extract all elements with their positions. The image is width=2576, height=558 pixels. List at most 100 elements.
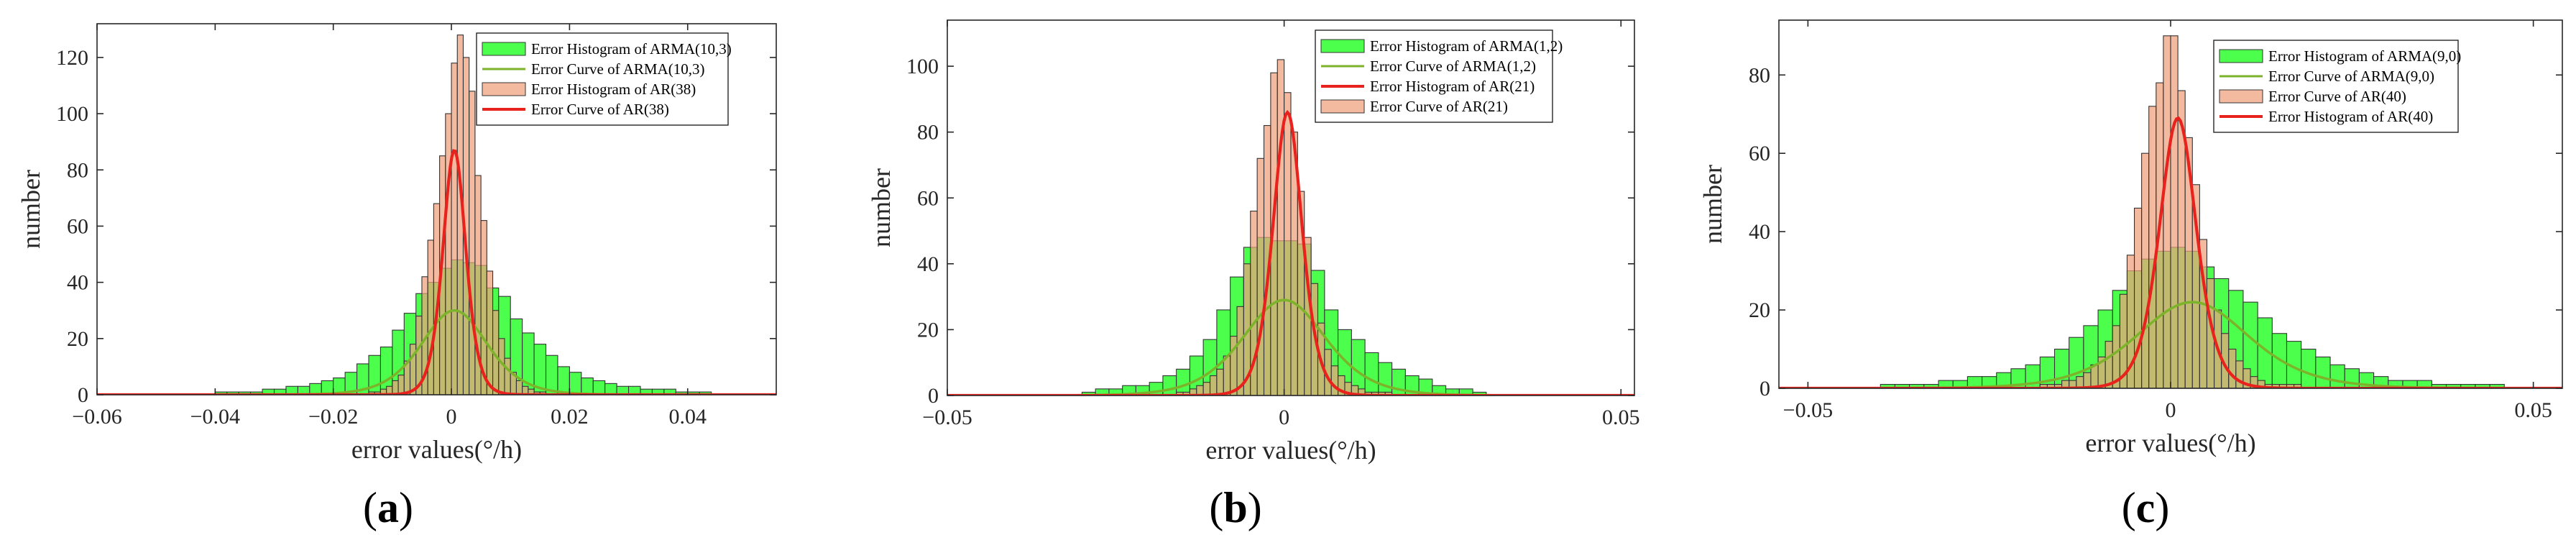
- legend-label: Error Histogram of AR(38): [531, 81, 696, 98]
- y-tick-label: 60: [917, 186, 939, 210]
- histogram-bar: [2163, 35, 2171, 388]
- histogram-bar: [2104, 341, 2113, 388]
- fitted-curve: [1779, 116, 2562, 388]
- legend-swatch: [2219, 49, 2263, 63]
- panel-label-c-letter: c: [2135, 484, 2156, 531]
- x-tick-label: 0.04: [668, 405, 707, 429]
- legend: Error Histogram of ARMA(1,2) Error Curve …: [1315, 29, 1563, 123]
- histogram-bar: [469, 91, 476, 395]
- x-tick-label: −0.05: [1783, 398, 1833, 422]
- y-tick-label: 120: [56, 46, 88, 70]
- histogram-bar: [557, 366, 570, 395]
- x-tick-label: 0.05: [2514, 398, 2552, 422]
- histogram-bar: [451, 63, 458, 395]
- legend-label: Error Curve of AR(21): [1370, 98, 1508, 115]
- histogram-bar: [427, 239, 434, 395]
- plot-area: [1779, 35, 2562, 388]
- histogram-bar: [1162, 375, 1177, 395]
- fitted-curve: [947, 109, 1634, 395]
- chart-panel-c: −0.05 0 0.05 0 20 40 60 80 error values(°/h) numb…: [1682, 0, 2576, 558]
- histogram-bar: [1223, 355, 1231, 395]
- histogram-bar: [1202, 382, 1211, 395]
- x-tick-label: −0.04: [190, 405, 240, 429]
- y-axis-label: number: [867, 168, 896, 247]
- axes-box: [96, 23, 777, 395]
- legend-label: Error Histogram of AR(21): [1370, 78, 1535, 95]
- histogram-bar: [1256, 157, 1265, 395]
- histogram-bar: [2235, 360, 2244, 388]
- histogram-bar: [1149, 382, 1164, 395]
- histogram-bar: [2141, 152, 2150, 388]
- legend-label: Error Curve of ARMA(9,0): [2268, 68, 2434, 85]
- panel-label-c: (c): [2121, 484, 2170, 531]
- y-tick-label: 20: [67, 327, 88, 351]
- y-tick-label: 40: [917, 252, 939, 276]
- y-tick-label: 0: [1760, 377, 1770, 401]
- x-axis-label: error values(°/h): [351, 435, 522, 464]
- histogram-bar: [2301, 348, 2317, 388]
- legend-swatch: [1320, 99, 1365, 114]
- histogram-bar: [1276, 59, 1285, 395]
- y-axis-label: number: [17, 170, 45, 249]
- y-tick-label: 0: [78, 383, 88, 407]
- chart-panel-b: −0.05 0 0.05 0 20 40 60 80 100 error values(°/h) n…: [819, 0, 1682, 558]
- histogram-bar: [569, 372, 582, 395]
- legend: Error Histogram of ARMA(10,3) Error Curve…: [476, 32, 732, 126]
- histogram-bar: [2228, 348, 2237, 388]
- histogram-bar: [2344, 368, 2360, 388]
- histogram-bar: [1209, 375, 1218, 395]
- legend-swatch: [482, 42, 526, 56]
- x-tick-label: −0.02: [308, 405, 358, 429]
- chart-panel-a: −0.06 −0.04 −0.02 0 0.02 0.04 0 20 40 60 80 100 120 e…: [0, 0, 819, 558]
- histogram-bar: [1330, 365, 1339, 395]
- panel-label-a-letter: a: [377, 484, 399, 531]
- panel-label-a: (a): [363, 484, 413, 531]
- legend: Error Histogram of ARMA(9,0) Error Curve …: [2213, 40, 2461, 133]
- x-tick-label: 0: [446, 405, 457, 429]
- legend-label: Error Histogram of ARMA(1,2): [1370, 37, 1563, 55]
- legend-label: Error Histogram of ARMA(10,3): [531, 40, 732, 58]
- histogram-bar: [2148, 106, 2157, 388]
- y-tick-label: 80: [67, 158, 88, 182]
- y-tick-label: 40: [1749, 220, 1770, 244]
- histogram-bar: [397, 375, 405, 395]
- x-tick-label: 0.05: [1602, 406, 1640, 429]
- histogram-bar: [2090, 364, 2099, 388]
- legend-swatch: [2219, 89, 2263, 104]
- x-axis-label: error values(°/h): [1205, 436, 1376, 465]
- y-tick-label: 100: [906, 55, 939, 78]
- histogram-bar: [1284, 92, 1292, 395]
- histogram-bar: [1176, 368, 1190, 395]
- histogram-bar: [2133, 207, 2143, 388]
- y-axis-label: number: [1698, 165, 1727, 244]
- x-axis-label: error values(°/h): [2085, 429, 2255, 457]
- histogram-bar: [515, 380, 523, 395]
- y-tick-label: 20: [1749, 298, 1770, 322]
- y-tick-label: 100: [56, 102, 88, 126]
- x-tick-label: 0.02: [551, 405, 589, 429]
- histogram-bar: [2329, 364, 2345, 388]
- y-tick-label: 60: [67, 214, 88, 238]
- legend-label: Error Curve of AR(40): [2268, 88, 2406, 105]
- y-tick-label: 80: [1749, 63, 1770, 87]
- histogram-bar: [504, 357, 511, 395]
- histogram-bar: [1378, 362, 1393, 395]
- axes-box: [947, 19, 1635, 396]
- chart-c: −0.05 0 0.05 0 20 40 60 80 error values(°/h) numb…: [1698, 19, 2563, 457]
- histogram-bar: [604, 383, 617, 395]
- legend-label: Error Curve of AR(38): [531, 101, 669, 118]
- chart-a: −0.06 −0.04 −0.02 0 0.02 0.04 0 20 40 60 80 100 120 e…: [17, 23, 777, 464]
- legend-label: Error Histogram of ARMA(9,0): [2268, 47, 2461, 65]
- legend-label: Error Curve of ARMA(10,3): [531, 60, 704, 78]
- y-tick-label: 40: [67, 271, 88, 295]
- histogram-bar: [2315, 356, 2331, 388]
- histogram-bar: [2170, 35, 2179, 388]
- legend-swatch: [1320, 39, 1365, 53]
- legend-swatch: [482, 82, 526, 96]
- x-tick-label: −0.06: [72, 405, 121, 429]
- legend-label: Error Histogram of AR(40): [2268, 108, 2433, 125]
- histogram-bar: [592, 380, 606, 395]
- y-tick-label: 20: [917, 318, 939, 342]
- histogram-bar: [368, 355, 381, 395]
